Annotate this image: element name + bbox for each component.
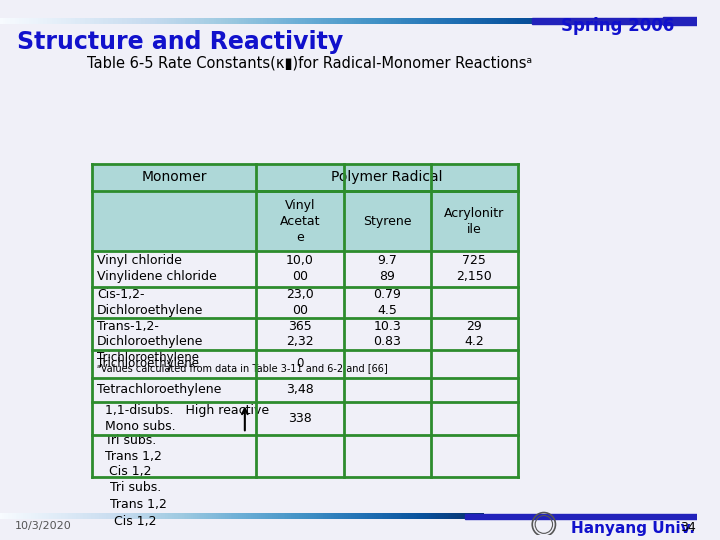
Text: 0: 0 [297, 357, 304, 370]
Text: 34: 34 [680, 522, 696, 535]
Text: Cis-1,2-
Dichloroethylene: Cis-1,2- Dichloroethylene [96, 288, 203, 316]
Text: 338: 338 [288, 412, 312, 425]
Bar [663, 17, 697, 25]
Text: Tri subs.
  Trans 1,2
   Cis 1,2: Tri subs. Trans 1,2 Cis 1,2 [102, 481, 166, 528]
Text: 9.7
89: 9.7 89 [377, 254, 397, 283]
Text: 725
2,150: 725 2,150 [456, 254, 492, 283]
Text: ᵃValues calculated from data in Table 3-11 and 6-2 and [66]: ᵃValues calculated from data in Table 3-… [96, 363, 387, 373]
Text: 10/3/2020: 10/3/2020 [14, 522, 71, 531]
Text: Spring 2006: Spring 2006 [562, 17, 675, 35]
Text: Vinyl chloride
Vinylidene chloride: Vinyl chloride Vinylidene chloride [96, 254, 217, 283]
Text: Structure and Reactivity: Structure and Reactivity [17, 30, 343, 54]
Text: Tri subs.
  Trans 1,2
   Cis 1,2: Tri subs. Trans 1,2 Cis 1,2 [96, 434, 162, 478]
Text: Hanyang Univ.: Hanyang Univ. [571, 522, 695, 536]
Text: 0.79
4.5: 0.79 4.5 [373, 288, 401, 316]
Text: Styrene: Styrene [363, 214, 411, 227]
Text: 23,0
00: 23,0 00 [286, 288, 314, 316]
Text: 1,1-disubs.   High reactive
  Mono subs.: 1,1-disubs. High reactive Mono subs. [96, 404, 269, 433]
Bar [464, 514, 697, 519]
Text: 10.3
0.83: 10.3 0.83 [373, 320, 401, 348]
Text: Tetrachloroethylene: Tetrachloroethylene [96, 383, 221, 396]
Text: Monomer: Monomer [141, 171, 207, 185]
Text: Trichloroethylene: Trichloroethylene [96, 357, 199, 370]
Text: 10,0
00: 10,0 00 [286, 254, 314, 283]
Text: 365
2,32: 365 2,32 [286, 320, 314, 348]
Text: Vinyl
Acetat
e: Vinyl Acetat e [280, 199, 320, 244]
Text: Trans-1,2-
Dichloroethylene: Trans-1,2- Dichloroethylene [96, 320, 203, 348]
Text: 29
4.2: 29 4.2 [464, 320, 484, 348]
Text: Polymer Radical: Polymer Radical [331, 171, 443, 185]
Text: Table 6-5 Rate Constants(κ▮)for Radical-Monomer Reactionsᵃ: Table 6-5 Rate Constants(κ▮)for Radical-… [87, 56, 532, 71]
Bar [532, 18, 697, 24]
Bar [92, 164, 518, 251]
Text: Acrylonitr
ile: Acrylonitr ile [444, 207, 504, 235]
Text: 3,48: 3,48 [286, 383, 314, 396]
Text: Trichloroethylene: Trichloroethylene [96, 351, 199, 364]
